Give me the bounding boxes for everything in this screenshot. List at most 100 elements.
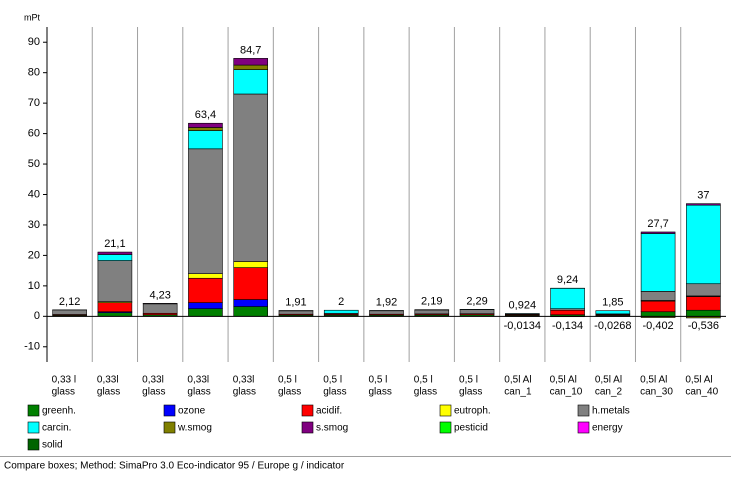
bar-segment [233, 299, 268, 307]
bar-segment [686, 204, 721, 285]
x-tick-label: 0,5l Al [550, 375, 577, 386]
bar-segment [686, 296, 721, 311]
x-tick-label: 0,5l Al [685, 375, 712, 386]
bar-segment [188, 277, 223, 303]
legend-label: h.metals [592, 406, 630, 417]
bar-segment [595, 310, 631, 315]
x-tick-label: can_1 [504, 387, 532, 398]
y-tick-label: 60 [28, 127, 40, 139]
x-tick-label: 0,33l [233, 375, 255, 386]
bar-segment [686, 309, 721, 317]
bar-segment [188, 130, 223, 150]
y-tick-label: 80 [28, 67, 40, 79]
y-tick-label: 0 [34, 310, 40, 322]
legend-label: greenh. [42, 406, 76, 417]
legend-label: eutroph. [454, 406, 491, 417]
x-tick-label: glass [369, 387, 392, 398]
legend-label: s.smog [316, 423, 348, 434]
bar-segment [97, 312, 133, 317]
bar-segment [97, 251, 133, 255]
bar-segment [233, 261, 268, 268]
y-axis-label: mPt [24, 12, 41, 22]
legend-label: pesticid [454, 423, 488, 434]
x-tick-label: 0,5l Al [640, 375, 667, 386]
bar-segment [640, 300, 676, 313]
x-tick-label: 0,5 l [278, 375, 297, 386]
y-tick-label: 10 [28, 280, 40, 292]
legend-label: energy [592, 423, 623, 434]
bar-segment [233, 58, 268, 66]
negative-label: -0,536 [688, 320, 719, 332]
x-tick-label: glass [52, 387, 75, 398]
legend-swatch [439, 404, 452, 417]
bar-segment [233, 69, 268, 95]
bar-segment [459, 309, 495, 315]
bar-segment [278, 310, 314, 315]
total-label: 4,23 [149, 289, 170, 301]
x-tick-label: glass [323, 387, 346, 398]
bar-segment [504, 313, 540, 315]
bar-segment [233, 93, 268, 262]
legend-swatch [301, 421, 314, 434]
bar-segment [188, 148, 223, 274]
bar-segment [640, 231, 676, 234]
x-tick-label: glass [187, 387, 210, 398]
bar-segment [233, 64, 268, 70]
legend-label: solid [42, 440, 63, 451]
x-tick-label: 0,5 l [459, 375, 478, 386]
legend-swatch [27, 404, 40, 417]
bar-segment [97, 302, 133, 313]
x-tick-label: 0,33l [187, 375, 209, 386]
x-tick-label: 0,5l Al [504, 375, 531, 386]
bar-segment [188, 273, 223, 279]
bar-segment [97, 254, 133, 261]
total-label: 84,7 [240, 44, 261, 56]
bar-segment [188, 308, 223, 317]
x-tick-label: glass [414, 387, 437, 398]
x-tick-label: glass [278, 387, 301, 398]
x-tick-label: 0,5 l [414, 375, 433, 386]
bar-segment [97, 260, 133, 303]
bar-segment [686, 283, 721, 297]
x-tick-label: 0,33l [142, 375, 164, 386]
total-label: 2,29 [466, 295, 487, 307]
y-tick-label: 50 [28, 158, 40, 170]
total-label: 2 [338, 296, 344, 308]
footer: Compare boxes; Method: SimaPro 3.0 Eco-i… [4, 461, 345, 472]
x-tick-label: 0,5 l [323, 375, 342, 386]
legend-swatch [163, 421, 176, 434]
x-tick-label: 0,5 l [369, 375, 388, 386]
legend-label: ozone [178, 406, 206, 417]
total-label: 63,4 [195, 109, 216, 121]
bar-segment [686, 203, 721, 206]
x-tick-label: 0,5l Al [595, 375, 622, 386]
y-tick-label: 30 [28, 219, 40, 231]
x-tick-label: glass [97, 387, 120, 398]
bar-segment [188, 302, 223, 310]
legend-swatch [27, 421, 40, 434]
y-tick-label: 70 [28, 97, 40, 109]
bar-segment [52, 309, 87, 315]
x-tick-label: glass [233, 387, 256, 398]
legend-label: carcin. [42, 423, 71, 434]
total-label: 0,924 [509, 299, 537, 311]
legend-label: w.smog [177, 423, 212, 434]
bar-segment [323, 309, 359, 314]
bar-segment [640, 291, 676, 301]
legend-swatch [439, 421, 452, 434]
total-label: 1,92 [376, 296, 397, 308]
legend-swatch [301, 404, 314, 417]
y-tick-label: -10 [24, 341, 40, 353]
bar-segment [640, 311, 676, 317]
negative-label: -0,402 [642, 320, 673, 332]
legend-swatch [577, 404, 590, 417]
bar-segment [550, 287, 585, 310]
total-label: 27,7 [647, 218, 668, 230]
y-tick-label: 90 [28, 36, 40, 48]
legend-label: acidif. [316, 406, 342, 417]
total-label: 2,19 [421, 296, 442, 308]
legend-swatch [163, 404, 176, 417]
bar-segment [233, 306, 268, 317]
negative-label: -0,0268 [594, 320, 631, 332]
